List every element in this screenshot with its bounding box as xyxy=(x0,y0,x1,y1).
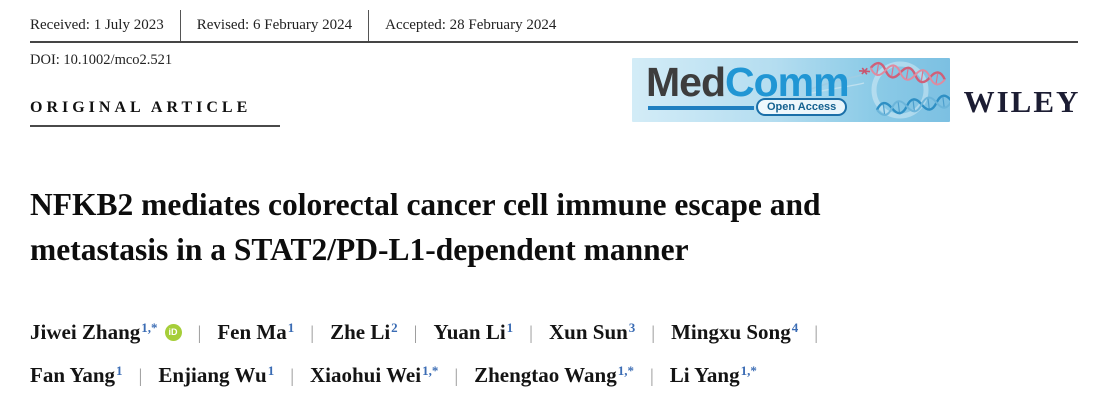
doi-text: DOI: 10.1002/mco2.521 xyxy=(30,52,173,68)
article-title-line2: metastasis in a STAT2/PD-L1-dependent ma… xyxy=(30,231,689,267)
author-affiliation-sup: 1 xyxy=(506,320,514,335)
author: Enjiang Wu 1 xyxy=(158,363,274,388)
author-affiliation-sup: 1,* xyxy=(422,363,439,378)
author-affiliation-sup: 1 xyxy=(287,320,295,335)
author: Zhe Li 2 xyxy=(330,320,398,345)
author-separator: | xyxy=(454,366,459,387)
article-title-line1: NFKB2 mediates colorectal cancer cell im… xyxy=(30,187,821,222)
author: Zhengtao Wang 1,* xyxy=(474,363,634,388)
author-separator: | xyxy=(814,323,819,344)
author-name: Enjiang Wu xyxy=(158,363,267,387)
author-name: Jiwei Zhang xyxy=(30,320,141,344)
author-row-1: Jiwei Zhang 1,* iD | Fen Ma 1 | Zhe Li 2 | Y… xyxy=(30,320,1090,345)
author-separator: | xyxy=(138,366,143,387)
author: Fan Yang 1 xyxy=(30,363,123,388)
article-title: NFKB2 mediates colorectal cancer cell im… xyxy=(30,183,1085,272)
author: Li Yang 1,* xyxy=(670,363,757,388)
accepted-date: Accepted: 28 February 2024 xyxy=(385,17,557,33)
author: Fen Ma 1 xyxy=(217,320,294,345)
author-name: Fan Yang xyxy=(30,363,115,387)
author-name: Xiaohui Wei xyxy=(310,363,422,387)
author-separator: | xyxy=(413,323,418,344)
author-affiliation-sup: 1 xyxy=(116,363,123,378)
author-separator: | xyxy=(310,323,315,344)
author-name: Li Yang xyxy=(669,363,740,387)
author-name: Zhengtao Wang xyxy=(474,363,617,387)
author-affiliation-sup: 4 xyxy=(791,320,799,335)
author-separator: | xyxy=(649,366,654,387)
author: Yuan Li 1 xyxy=(433,320,513,345)
author-separator: | xyxy=(651,323,656,344)
author-name: Zhe Li xyxy=(330,320,391,344)
medcomm-wordmark: MedComm xyxy=(646,59,850,105)
banner-underline-bar xyxy=(648,106,754,110)
orcid-icon[interactable]: iD xyxy=(164,324,182,341)
author-name: Mingxu Song xyxy=(671,320,791,344)
author-name: Fen Ma xyxy=(217,320,287,344)
article-type-label: ORIGINAL ARTICLE xyxy=(30,99,252,116)
author-affiliation-sup: 1 xyxy=(267,363,275,378)
open-access-badge: Open Access xyxy=(756,98,848,116)
received-date: Received: 1 July 2023 xyxy=(30,10,181,41)
author-separator: | xyxy=(529,323,533,344)
dates-row: Received: 1 July 2023 Revised: 6 Februar… xyxy=(30,10,1078,43)
medcomm-wordmark-med: Med xyxy=(646,59,726,105)
author-affiliation-sup: 3 xyxy=(628,320,636,335)
author-name: Xun Sun xyxy=(548,320,628,344)
wiley-logo: WILEY xyxy=(963,84,1081,119)
dna-helix-icon xyxy=(807,61,950,119)
author-affiliation-sup: 1,* xyxy=(740,363,757,378)
author-separator: | xyxy=(197,323,202,344)
author-affiliation-sup: 2 xyxy=(391,320,398,335)
article-type-underline xyxy=(30,125,280,127)
author: Jiwei Zhang 1,* iD xyxy=(30,320,182,345)
author-name: Yuan Li xyxy=(433,320,506,344)
medcomm-journal-logo: MedComm Open Access xyxy=(632,58,950,122)
author: Xun Sun 3 xyxy=(549,320,635,345)
author-separator: | xyxy=(290,366,294,387)
author: Mingxu Song 4 xyxy=(671,320,798,345)
author: Xiaohui Wei 1,* xyxy=(310,363,438,388)
author-affiliation-sup: 1,* xyxy=(141,320,158,335)
author-affiliation-sup: 1,* xyxy=(617,363,634,378)
medcomm-wordmark-comm: Comm xyxy=(725,59,850,105)
author-row-2: Fan Yang 1 | Enjiang Wu 1 | Xiaohui Wei 1,*… xyxy=(30,363,1090,388)
revised-date: Revised: 6 February 2024 xyxy=(181,10,370,41)
